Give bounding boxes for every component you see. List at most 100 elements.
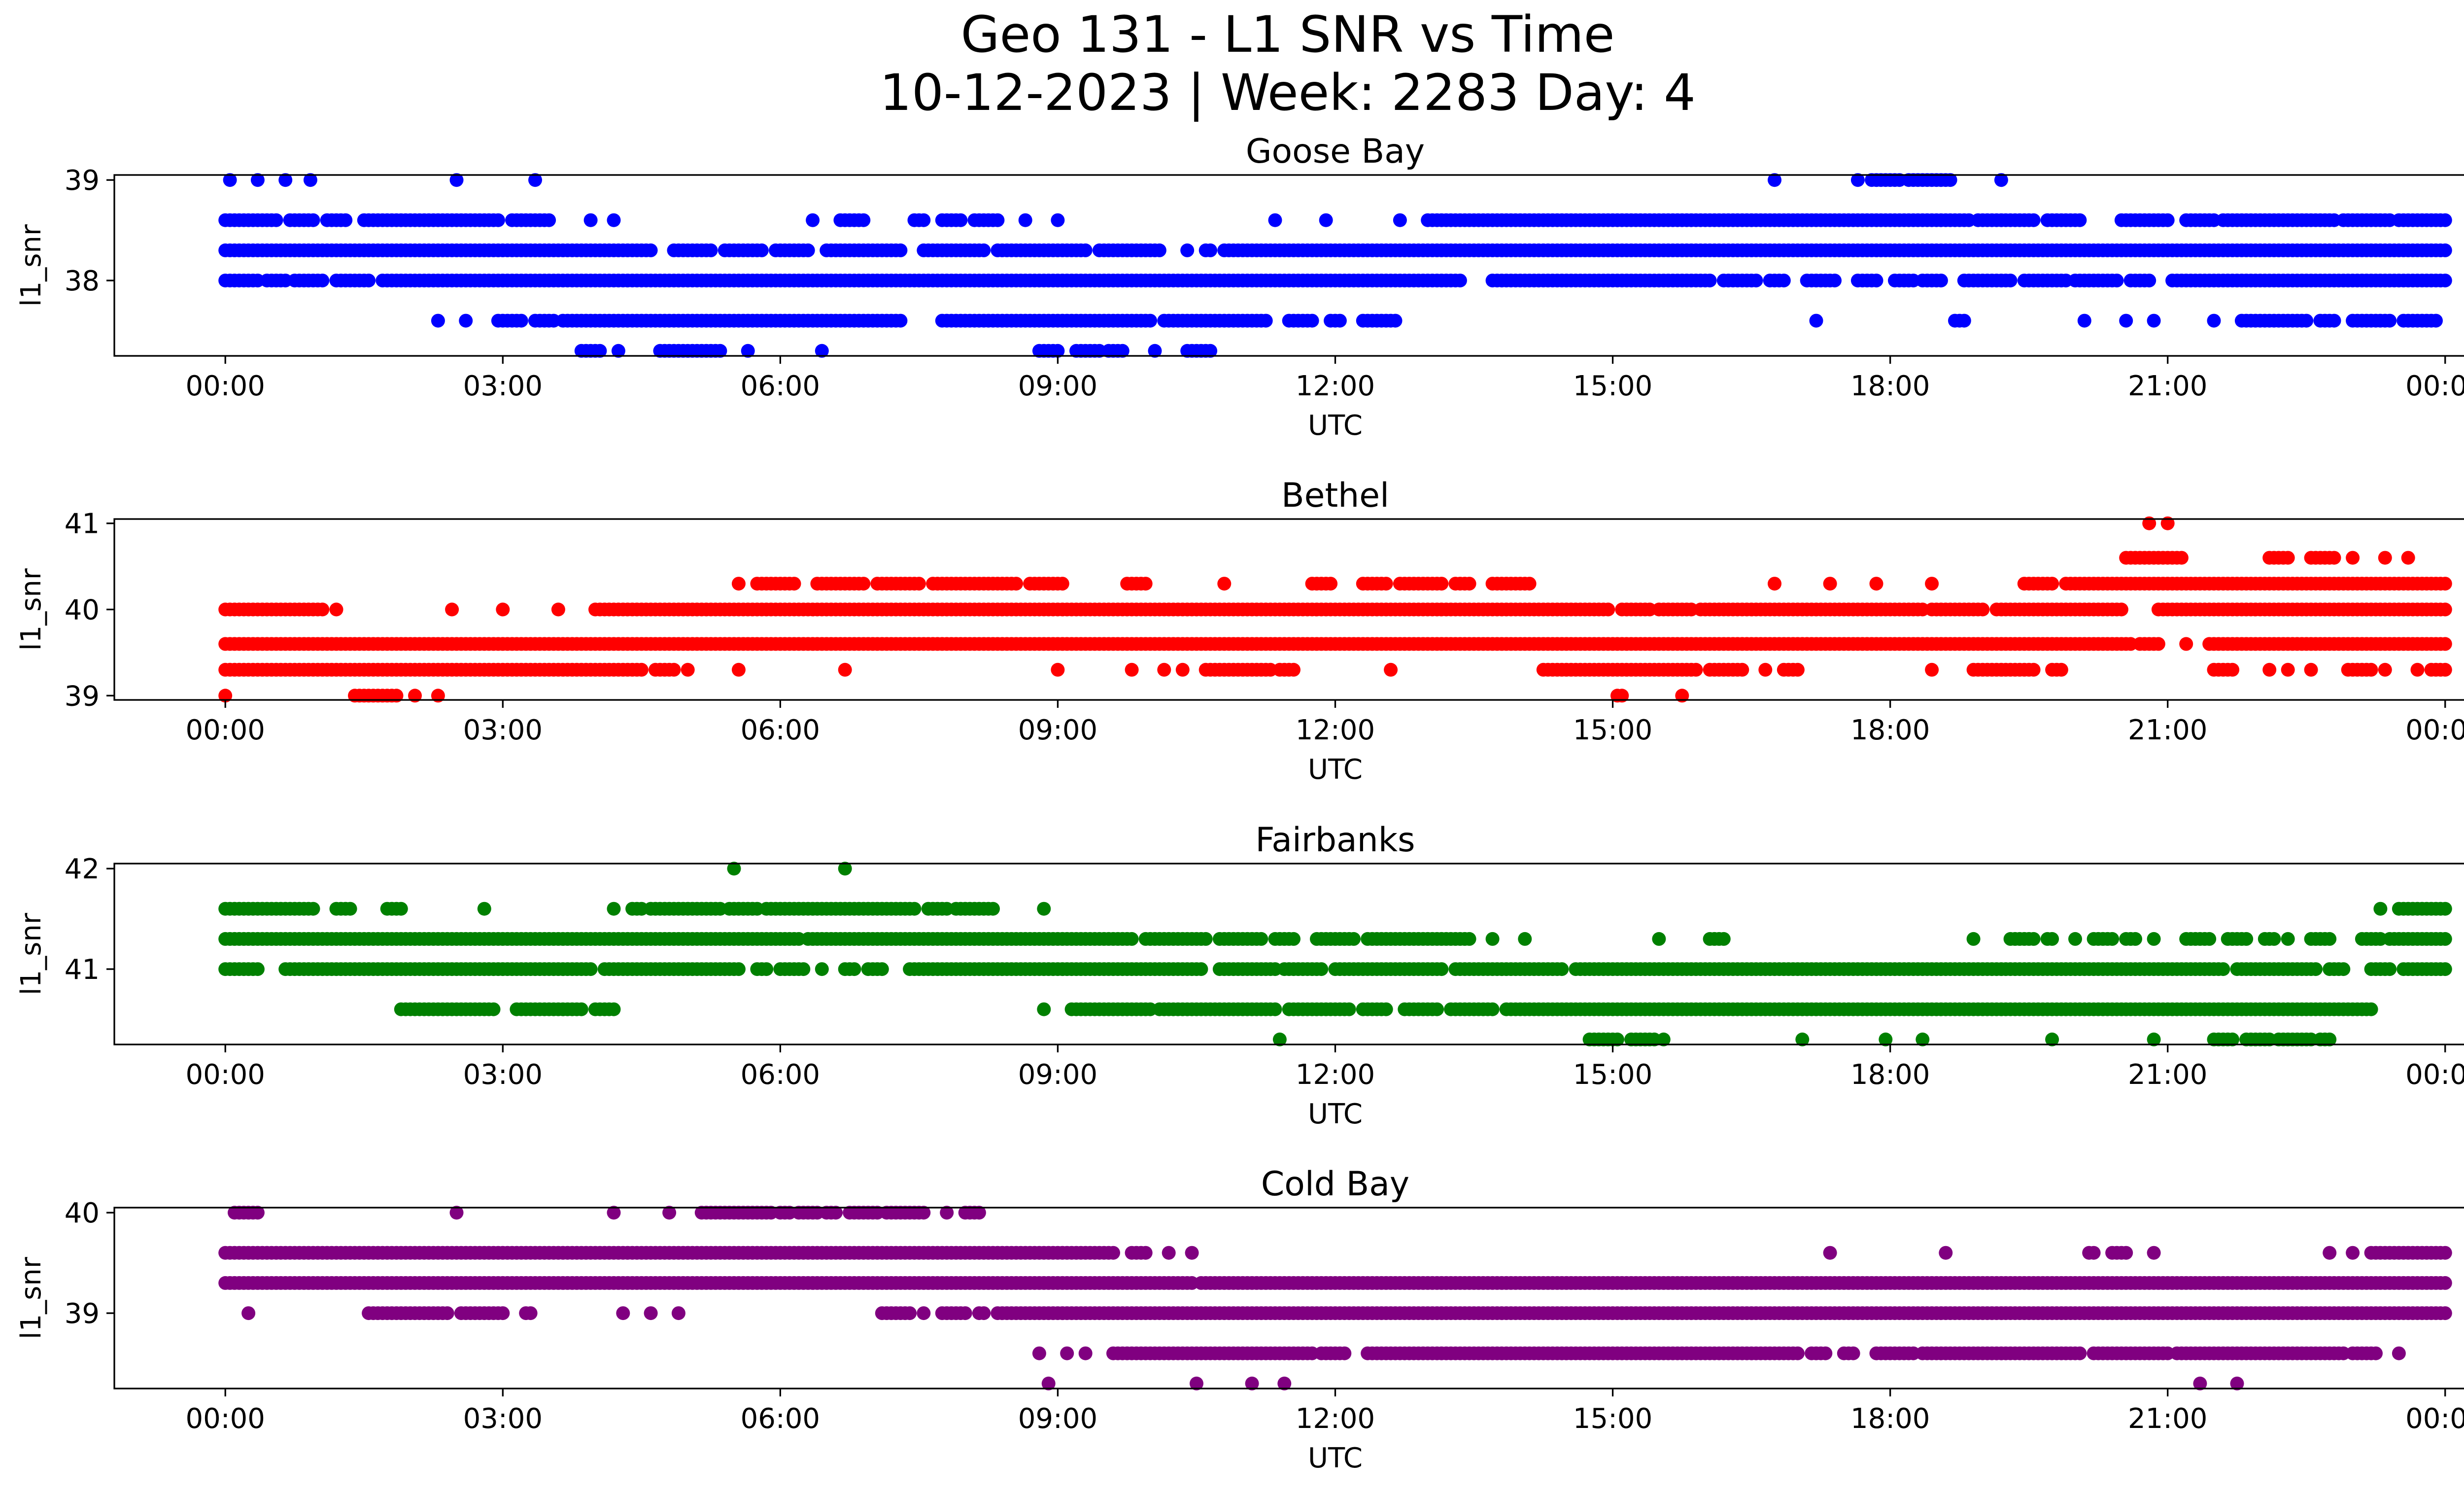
bethel-data-point — [731, 662, 746, 677]
goose-bay-data-point — [1777, 274, 1791, 288]
fairbanks-data-point — [1198, 932, 1213, 946]
bethel-data-point — [2401, 551, 2415, 565]
fairbanks-data-point — [1379, 1002, 1393, 1016]
goose-bay-data-point — [1051, 344, 1065, 358]
cold-bay-data-point — [1162, 1246, 1176, 1260]
bethel-data-point — [1379, 577, 1393, 591]
bethel-data-point — [1055, 577, 1069, 591]
fairbanks-data-point — [1037, 1002, 1051, 1016]
bethel-data-point — [408, 689, 422, 703]
bethel-data-point — [1009, 577, 1023, 591]
fairbanks-axes-frame — [113, 863, 2464, 1045]
fairbanks-x-tick-label: 03:00 — [463, 1059, 543, 1091]
cold-bay-data-point — [958, 1306, 972, 1321]
fairbanks-y-axis-label: l1_snr — [15, 912, 47, 995]
fairbanks-data-point — [574, 1002, 588, 1016]
fairbanks-data-point — [838, 862, 852, 876]
cold-bay-data-point — [2438, 1276, 2452, 1290]
fairbanks-data-point — [2309, 962, 2323, 976]
fairbanks-data-point — [1268, 1002, 1282, 1016]
fairbanks-x-tick-label: 12:00 — [1296, 1059, 1375, 1091]
fairbanks-data-point — [1037, 902, 1051, 916]
fairbanks-data-point — [1314, 962, 1329, 976]
goose-bay-data-point — [2110, 274, 2124, 288]
bethel-data-point — [1125, 662, 1139, 677]
goose-bay-data-point — [2438, 243, 2452, 257]
fairbanks-data-point — [486, 1002, 501, 1016]
goose-bay-y-axis-label: l1_snr — [15, 224, 47, 307]
bethel-data-point — [838, 662, 852, 677]
fairbanks-data-point — [306, 902, 320, 916]
bethel-data-point — [1324, 577, 1338, 591]
cold-bay-data-point — [1823, 1246, 1837, 1260]
bethel-data-point — [389, 689, 404, 703]
bethel-data-point — [2179, 637, 2193, 651]
goose-bay-data-point — [2160, 213, 2175, 227]
fairbanks-data-point — [1287, 932, 1300, 946]
goose-bay-data-point — [1259, 313, 1273, 328]
fairbanks-data-point — [986, 902, 1000, 916]
goose-bay-data-point — [1268, 213, 1282, 227]
bethel-data-point — [2438, 662, 2452, 677]
fairbanks-data-point — [2438, 962, 2452, 976]
fairbanks-data-point — [2026, 932, 2041, 946]
goose-bay-data-point — [741, 344, 755, 358]
fairbanks-data-point — [2281, 932, 2295, 946]
fairbanks-data-point — [394, 902, 408, 916]
fairbanks-data-point — [1125, 932, 1139, 946]
goose-bay-data-point — [431, 313, 445, 328]
fairbanks-data-point — [2068, 932, 2082, 946]
bethel-data-point — [731, 577, 746, 591]
cold-bay-data-point — [523, 1306, 538, 1321]
goose-bay-data-point — [1453, 274, 1467, 288]
bethel-data-point — [2327, 551, 2341, 565]
bethel-data-point — [1869, 577, 1883, 591]
bethel-data-point — [1976, 602, 1990, 617]
bethel-data-point — [2364, 662, 2378, 677]
bethel-data-point — [496, 602, 510, 617]
goose-bay-data-point — [1203, 344, 1218, 358]
fairbanks-y-tick-label: 41 — [65, 954, 100, 986]
bethel-data-point — [2438, 637, 2452, 651]
goose-bay-data-point — [611, 344, 625, 358]
cold-bay-data-point — [903, 1306, 917, 1321]
goose-bay-data-point — [1333, 313, 1347, 328]
bethel-data-point — [1462, 577, 1476, 591]
goose-bay-data-point — [1809, 313, 1823, 328]
goose-bay-data-point — [306, 213, 320, 227]
fairbanks-data-point — [2045, 932, 2059, 946]
bethel-data-point — [2054, 662, 2068, 677]
goose-bay-data-point — [1319, 213, 1333, 227]
goose-bay-data-point — [2003, 274, 2018, 288]
bethel-data-point — [445, 602, 459, 617]
fairbanks-data-point — [1254, 932, 1268, 946]
bethel-data-point — [2346, 551, 2360, 565]
goose-bay-data-point — [893, 243, 908, 257]
bethel-data-point — [2114, 602, 2128, 617]
goose-bay-data-point — [1943, 173, 1957, 187]
goose-bay-y-tick-label: 38 — [65, 265, 100, 297]
fairbanks-data-point — [1518, 932, 1532, 946]
fairbanks-panel-title: Fairbanks — [1255, 821, 1415, 860]
fairbanks-data-point — [2202, 932, 2217, 946]
goose-bay-data-point — [1869, 274, 1883, 288]
goose-bay-data-point — [362, 274, 376, 288]
cold-bay-data-point — [2346, 1246, 2360, 1260]
fairbanks-data-point — [2373, 902, 2388, 916]
bethel-data-point — [1435, 577, 1449, 591]
fairbanks-x-tick-label: 15:00 — [1573, 1059, 1652, 1091]
bethel-data-point — [1522, 577, 1537, 591]
goose-bay-data-point — [1957, 313, 1971, 328]
fairbanks-x-axis-label: UTC — [1308, 1098, 1363, 1130]
bethel-data-point — [1689, 662, 1703, 677]
bethel-data-point — [1768, 577, 1781, 591]
goose-bay-data-point — [1388, 313, 1403, 328]
bethel-x-tick-label: 21:00 — [2128, 714, 2207, 746]
figure-title-line2: 10-12-2023 | Week: 2283 Day: 4 — [880, 64, 1696, 122]
bethel-x-tick-label: 12:00 — [1296, 714, 1375, 746]
goose-bay-data-point — [607, 213, 621, 227]
bethel-data-point — [2045, 577, 2059, 591]
fairbanks-data-point — [1462, 932, 1476, 946]
goose-bay-data-point — [1749, 274, 1763, 288]
